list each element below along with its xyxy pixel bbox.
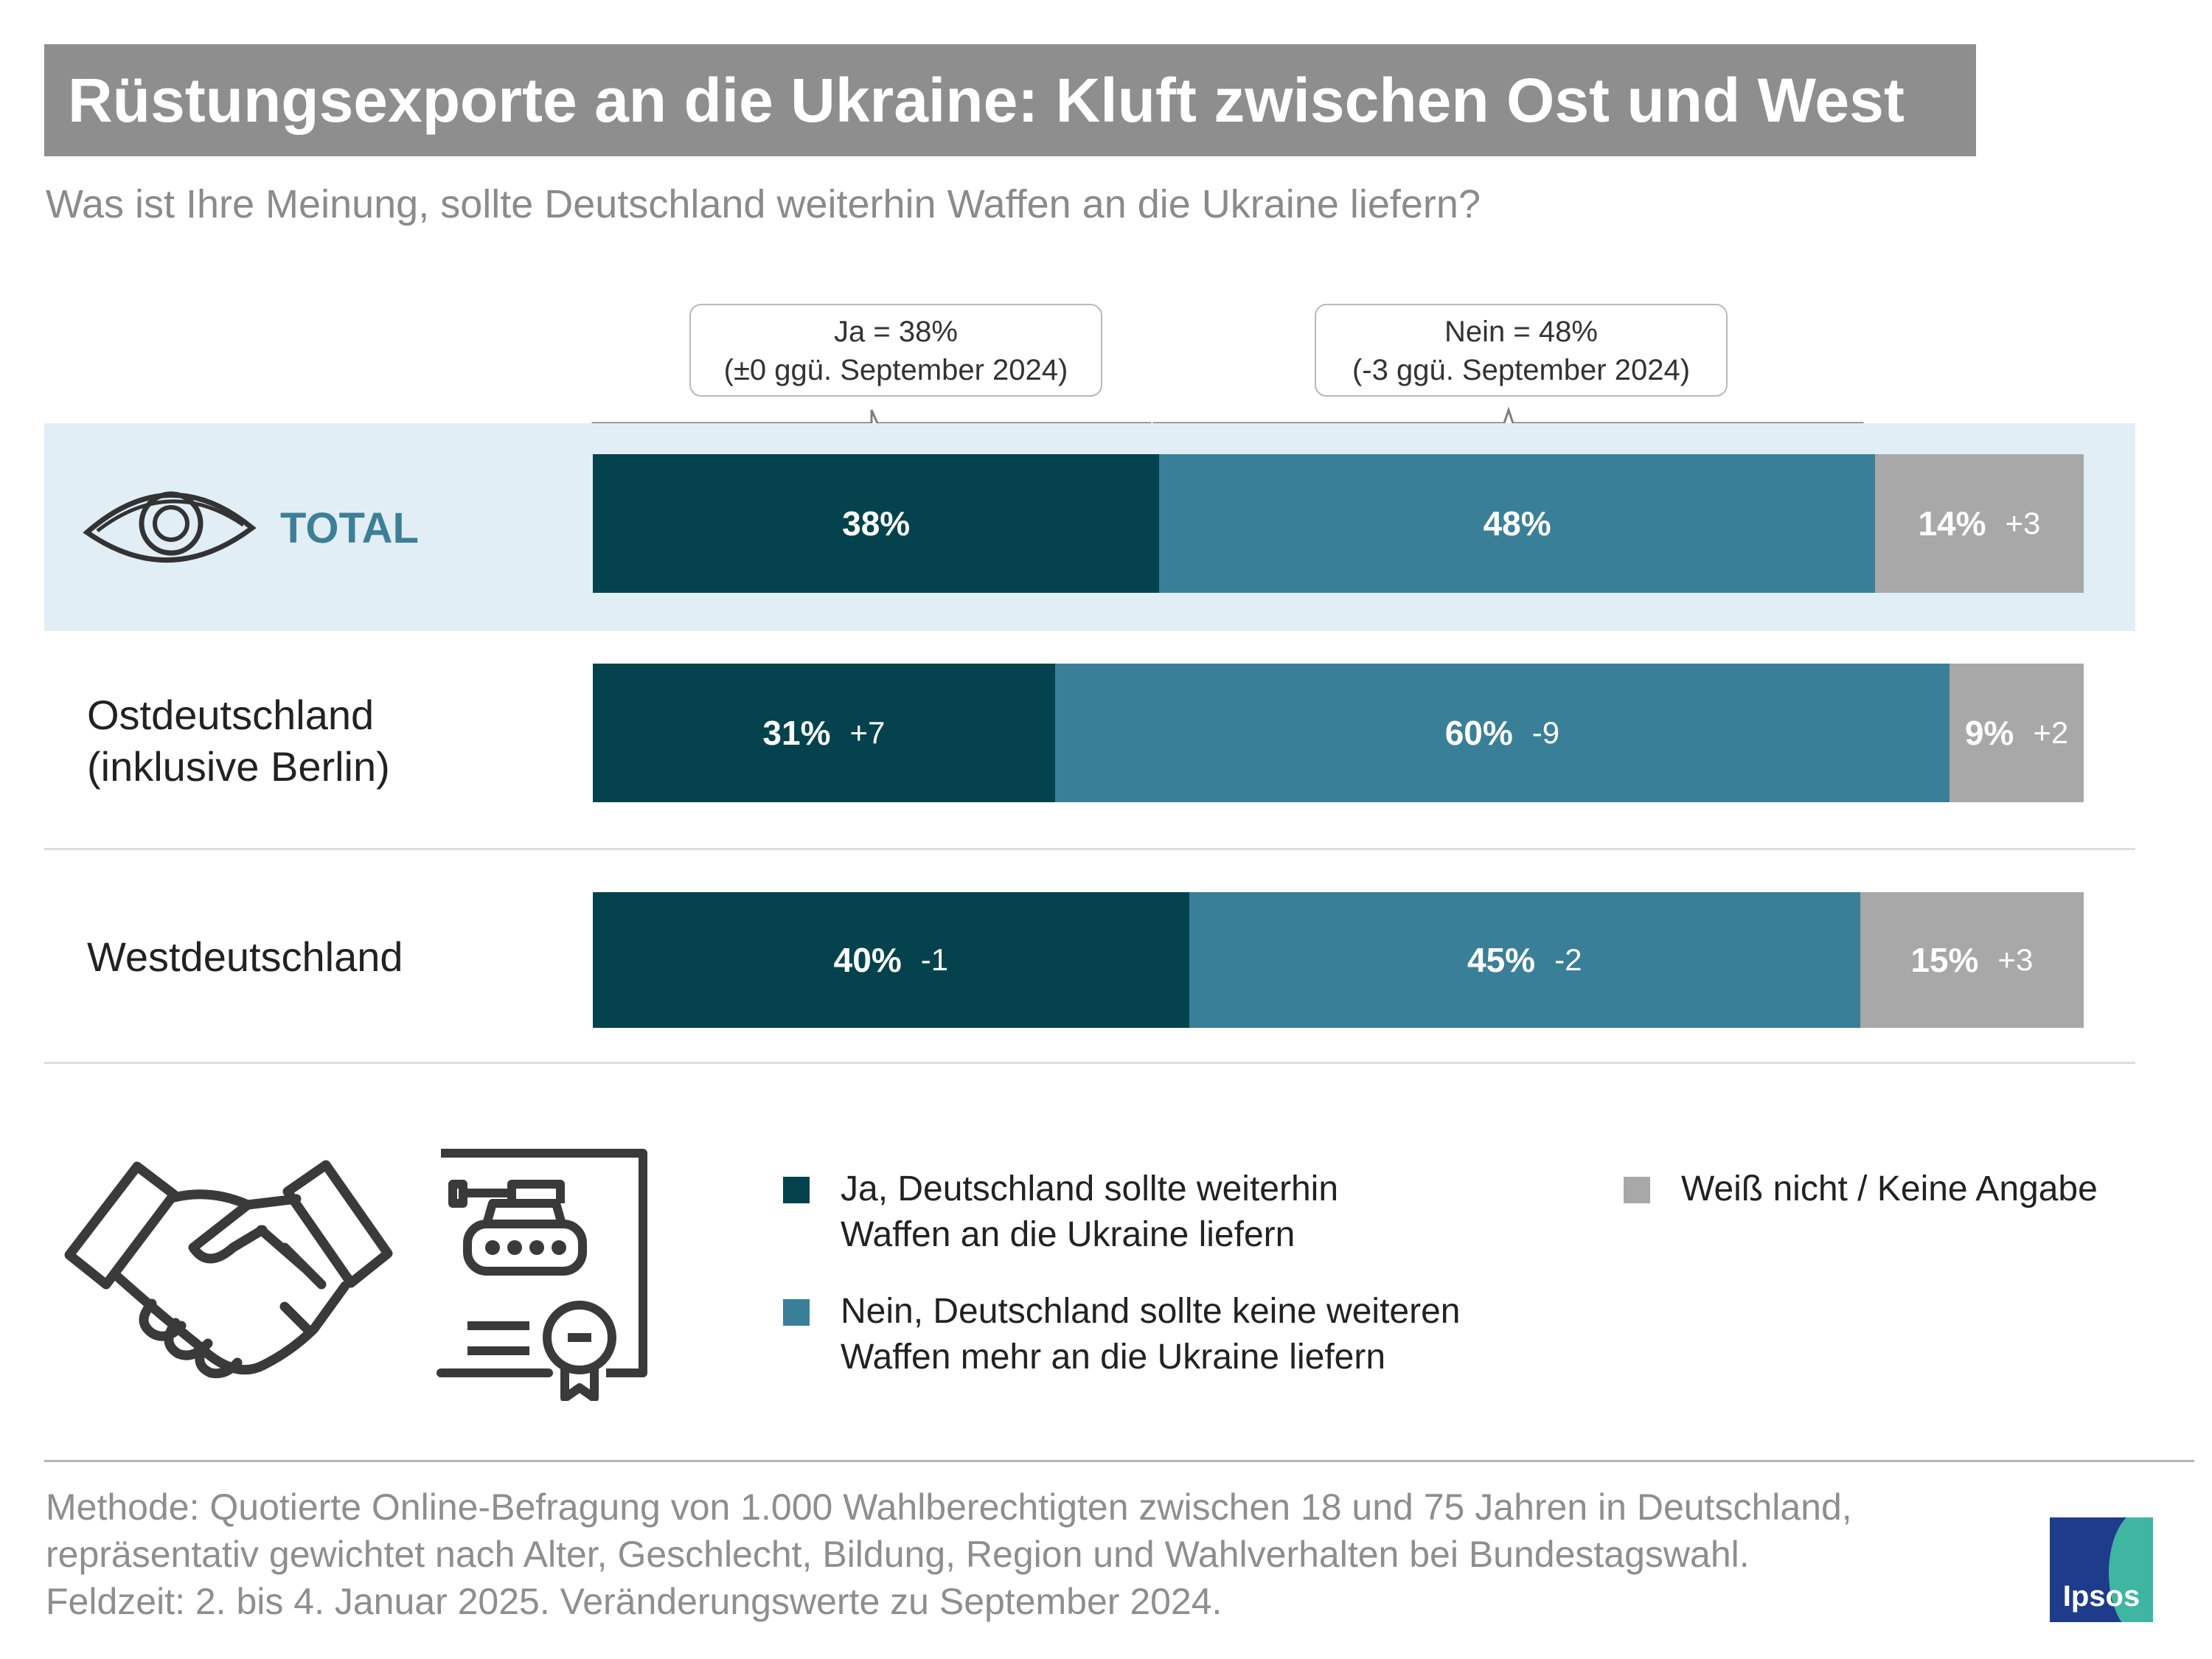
callout-nein-line1: Nein = 48% — [1444, 316, 1598, 348]
row-label-west: Westdeutschland — [87, 933, 403, 980]
change-label: -1 — [920, 942, 949, 977]
tank-certificate-icon — [437, 1149, 647, 1401]
data-label: 31% — [762, 714, 831, 752]
legend-nein-line2: Waffen mehr an die Ukraine liefern — [841, 1338, 1386, 1377]
row-label-ost: Ostdeutschland (inklusive Berlin) — [87, 689, 390, 793]
legend-swatch-weiss — [1624, 1177, 1650, 1203]
change-label: -2 — [1554, 942, 1582, 977]
bar-segment-nein: 48% — [1159, 454, 1875, 593]
bar-segment-ja: 31% +7 — [593, 664, 1055, 802]
bar-row: 40% -1 45% -2 15% +3 — [593, 892, 2084, 1028]
callout-nein: Nein = 48% (-3 ggü. September 2024) — [1315, 304, 1728, 397]
change-label: +3 — [1997, 942, 2034, 977]
row-label-ost-line1: Ostdeutschland — [87, 692, 375, 738]
callout-ja-line1: Ja = 38% — [834, 316, 958, 348]
change-label: +7 — [849, 715, 886, 750]
page-title: Rüstungsexporte an die Ukraine: Kluft zw… — [68, 66, 1905, 135]
method-line2: repräsentativ gewichtet nach Alter, Gesc… — [46, 1534, 1750, 1575]
bar-segment-ja: 38% — [593, 454, 1160, 593]
callout-ja: Ja = 38% (±0 ggü. September 2024) — [689, 304, 1102, 397]
data-label: 40% — [833, 941, 902, 979]
legend-ja-line1: Ja, Deutschland sollte weiterhin — [841, 1169, 1339, 1208]
bar-segment-weiss: 15% +3 — [1860, 892, 2084, 1028]
row-divider — [44, 1062, 2135, 1064]
handshake-icon — [64, 1160, 393, 1379]
legend-ja-line2: Waffen an die Ukraine liefern — [841, 1215, 1295, 1254]
bar-segment-nein: 45% -2 — [1189, 892, 1860, 1028]
data-label: 9% — [1964, 714, 2014, 752]
row-label-total: TOTAL — [280, 504, 419, 552]
change-label: +3 — [2005, 506, 2041, 540]
footer-divider — [44, 1460, 2194, 1462]
data-label: 60% — [1444, 714, 1513, 752]
brace-layer — [591, 406, 1864, 439]
callout-ja-line2: (±0 ggü. September 2024) — [723, 354, 1068, 386]
subtitle: Was ist Ihre Meinung, sollte Deutschland… — [46, 182, 1481, 226]
method-line1: Methode: Quotierte Online-Befragung von … — [46, 1486, 1852, 1528]
eye-icon — [83, 491, 257, 563]
ipsos-logo-word: Ipsos — [2062, 1580, 2140, 1613]
bar-segment-ja: 40% -1 — [593, 892, 1189, 1028]
data-label: 38% — [842, 504, 911, 543]
ipsos-logo-wave — [2109, 1517, 2153, 1622]
legend-swatch-ja — [783, 1177, 810, 1203]
data-label: 45% — [1467, 941, 1536, 979]
change-label: +2 — [2033, 715, 2069, 750]
row-label-ost-line2: (inklusive Berlin) — [87, 743, 390, 790]
legend-nein-line1: Nein, Deutschland sollte keine weiteren — [841, 1292, 1461, 1331]
method-note: Methode: Quotierte Online-Befragung von … — [46, 1484, 1852, 1625]
legend-ja: Ja, Deutschland sollte weiterhin Waffen … — [841, 1166, 1338, 1258]
legend-nein: Nein, Deutschland sollte keine weiteren … — [841, 1289, 1460, 1380]
change-label: -9 — [1531, 715, 1560, 750]
method-line3: Feldzeit: 2. bis 4. Januar 2025. Verände… — [46, 1581, 1222, 1622]
bar-segment-weiss: 14% +3 — [1874, 454, 2084, 593]
bar-row: 38% 48% 14% +3 — [593, 454, 2084, 593]
bar-segment-weiss: 9% +2 — [1950, 664, 2084, 802]
data-label: 15% — [1910, 941, 1979, 979]
data-label: 48% — [1483, 504, 1551, 543]
bar-row: 31% +7 60% -9 9% +2 — [593, 664, 2084, 802]
data-label: 14% — [1918, 504, 1986, 543]
legend-swatch-nein — [783, 1299, 810, 1326]
row-divider — [44, 848, 2135, 850]
ipsos-logo: Ipsos — [2050, 1517, 2153, 1622]
bar-segment-nein: 60% -9 — [1054, 664, 1950, 802]
title-bar: Rüstungsexporte an die Ukraine: Kluft zw… — [44, 44, 1976, 156]
legend-weiss: Weiß nicht / Keine Angabe — [1681, 1169, 2098, 1208]
callout-nein-line2: (-3 ggü. September 2024) — [1352, 354, 1691, 386]
